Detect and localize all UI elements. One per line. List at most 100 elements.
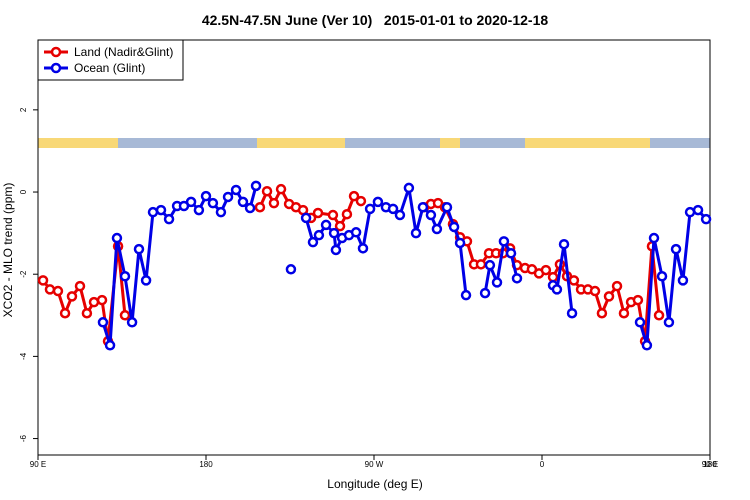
y-tick-label: -6 (19, 434, 28, 442)
data-point (454, 237, 466, 249)
data-point (140, 275, 152, 286)
data-point (185, 196, 197, 208)
x-axis-label: Longitude (deg E) (327, 477, 422, 491)
y-tick-label: 2 (19, 107, 28, 112)
x-tick-label: 90 E (702, 460, 718, 469)
legend-box (37, 39, 184, 81)
chart-title: 42.5N-47.5N June (Ver 10) 2015-01-01 to … (202, 12, 549, 28)
data-point (285, 264, 297, 275)
data-point (300, 212, 312, 224)
data-point (334, 220, 346, 232)
data-point (320, 219, 332, 231)
data-point (670, 243, 682, 255)
data-point (44, 284, 56, 295)
data-point (417, 201, 429, 213)
data-point (254, 201, 266, 213)
data-point (558, 238, 570, 250)
legend-label: Ocean (Glint) (74, 61, 145, 75)
y-tick-label: -4 (19, 352, 28, 360)
data-point (313, 229, 325, 241)
data-point (479, 287, 491, 299)
data-point (692, 204, 704, 216)
y-tick-label: -2 (19, 270, 28, 278)
data-point (328, 227, 340, 239)
data-point (230, 184, 242, 196)
data-point (551, 284, 563, 295)
data-point (119, 310, 131, 321)
data-point (147, 206, 159, 218)
data-point (684, 206, 696, 218)
data-point (355, 195, 367, 207)
legend-marker (50, 62, 62, 74)
data-point (596, 307, 608, 319)
data-point (155, 204, 167, 216)
data-point (448, 221, 460, 233)
data-point (330, 244, 342, 256)
data-point (133, 243, 145, 255)
data-point (126, 317, 138, 328)
data-point (215, 206, 227, 218)
data-point (37, 275, 49, 286)
data-point (475, 259, 487, 270)
data-point (460, 289, 472, 301)
data-point (403, 182, 415, 194)
data-point (484, 259, 496, 271)
data-point (88, 296, 100, 308)
data-point (611, 280, 623, 292)
y-tick-label: 0 (19, 189, 28, 194)
data-point (589, 285, 601, 297)
data-point (97, 317, 109, 328)
data-point (261, 185, 273, 197)
data-point (663, 317, 675, 328)
data-point (505, 248, 517, 259)
legend-marker (50, 46, 62, 58)
data-point (348, 190, 360, 202)
data-point (364, 203, 376, 215)
data-point (700, 213, 712, 225)
data-point (677, 275, 689, 286)
data-point (634, 317, 646, 328)
data-point (341, 208, 353, 220)
data-point (566, 307, 578, 319)
x-tick-label: 180 (703, 460, 717, 469)
data-point (641, 340, 653, 351)
data-point (410, 227, 422, 239)
data-point (275, 183, 287, 195)
data-point (111, 232, 123, 244)
data-point (312, 207, 324, 219)
data-point (237, 196, 249, 208)
data-point (200, 190, 212, 202)
data-point (327, 209, 339, 221)
data-point (59, 307, 71, 319)
data-point (74, 280, 86, 292)
data-point (603, 291, 615, 302)
data-point (498, 236, 510, 247)
data-point (372, 196, 384, 208)
data-point (250, 180, 262, 192)
data-point (394, 209, 406, 221)
data-point (119, 271, 131, 282)
data-point (268, 197, 280, 209)
data-point (357, 243, 369, 254)
data-point (656, 271, 668, 282)
data-point (96, 294, 108, 306)
data-point (207, 197, 219, 209)
data-point (653, 310, 665, 321)
data-point (511, 273, 523, 284)
data-point (648, 232, 660, 244)
data-point (387, 203, 399, 215)
data-point (547, 271, 559, 283)
data-point (81, 307, 93, 319)
data-point (52, 285, 64, 297)
data-point (425, 209, 437, 221)
data-point (632, 294, 644, 306)
data-point (540, 264, 552, 276)
data-point (66, 291, 78, 302)
data-point (618, 307, 630, 319)
land-ocean-strip (38, 138, 710, 148)
data-point (222, 191, 234, 203)
data-point (350, 227, 362, 238)
data-point (307, 236, 319, 248)
x-tick-label: 180 (199, 460, 213, 469)
